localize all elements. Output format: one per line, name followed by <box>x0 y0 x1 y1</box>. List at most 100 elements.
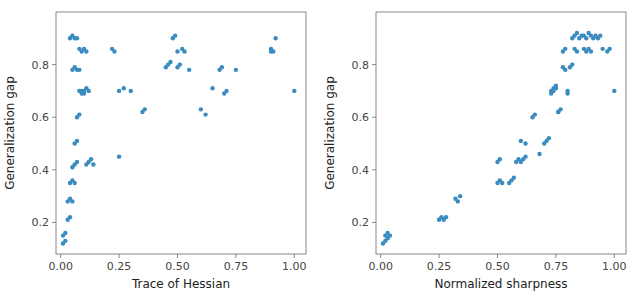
point <box>456 199 460 203</box>
point <box>547 136 551 140</box>
x-tick <box>439 254 440 258</box>
point <box>523 154 527 158</box>
point <box>575 49 579 53</box>
point <box>77 68 81 72</box>
y-tick <box>52 117 56 118</box>
y-tick-label: 0.8 <box>352 59 370 72</box>
point <box>187 68 191 72</box>
y-axis-label: Generalization gap <box>3 76 17 190</box>
point <box>519 139 523 143</box>
point <box>220 65 224 69</box>
x-tick-label: 0.75 <box>224 260 249 273</box>
x-tick-label: 0.00 <box>48 260 73 273</box>
point <box>112 49 116 53</box>
point <box>199 107 203 111</box>
y-tick-label: 0.4 <box>352 164 370 177</box>
point <box>224 89 228 93</box>
point <box>388 233 392 237</box>
panel: 0.00 0.25 0.50 0.75 1.00 0.2 0.4 0.6 0.8 Trace of… <box>3 12 307 291</box>
y-tick <box>372 222 376 223</box>
x-tick-label: 0.50 <box>165 260 190 273</box>
point <box>575 31 579 35</box>
point <box>182 49 186 53</box>
x-tick <box>614 254 615 258</box>
x-tick-label: 0.00 <box>368 260 393 273</box>
point <box>175 49 179 53</box>
figure: 0.00 0.25 0.50 0.75 1.00 0.2 0.4 0.6 0.8 Trace of… <box>0 0 640 298</box>
x-tick <box>497 254 498 258</box>
point <box>75 139 79 143</box>
point <box>63 239 67 243</box>
point <box>87 89 91 93</box>
point <box>500 181 504 185</box>
y-tick <box>52 222 56 223</box>
point <box>173 33 177 37</box>
point <box>210 86 214 90</box>
point <box>203 112 207 116</box>
point <box>458 194 462 198</box>
point <box>512 176 516 180</box>
point <box>607 47 611 51</box>
x-tick <box>119 254 120 258</box>
plot-frame <box>56 12 306 254</box>
y-tick-label: 0.6 <box>352 111 370 124</box>
point <box>589 49 593 53</box>
point <box>292 89 296 93</box>
point <box>554 86 558 90</box>
x-tick-label: 0.75 <box>544 260 569 273</box>
point <box>168 60 172 64</box>
y-tick-label: 0.2 <box>32 216 50 229</box>
point <box>612 89 616 93</box>
point <box>523 141 527 145</box>
x-tick <box>555 254 556 258</box>
point <box>70 199 74 203</box>
point <box>77 112 81 116</box>
x-tick-label: 0.25 <box>107 260 132 273</box>
point <box>563 68 567 72</box>
x-tick-label: 0.25 <box>427 260 452 273</box>
x-tick <box>60 254 61 258</box>
point <box>598 33 602 37</box>
x-tick <box>235 254 236 258</box>
point <box>234 68 238 72</box>
y-tick <box>372 64 376 65</box>
y-axis-label: Generalization gap <box>323 76 337 190</box>
point <box>117 154 121 158</box>
point <box>584 36 588 40</box>
point <box>558 107 562 111</box>
point <box>178 62 182 66</box>
x-axis-label: Trace of Hessian <box>131 277 230 291</box>
x-axis-label: Normalized sharpness <box>434 277 567 291</box>
y-tick <box>372 169 376 170</box>
points <box>381 31 617 246</box>
point <box>63 231 67 235</box>
point <box>91 162 95 166</box>
y-tick <box>52 169 56 170</box>
point <box>565 89 569 93</box>
point <box>444 215 448 219</box>
y-tick-label: 0.6 <box>32 111 50 124</box>
point <box>117 89 121 93</box>
y-tick <box>52 64 56 65</box>
point <box>273 36 277 40</box>
point <box>533 112 537 116</box>
x-tick <box>294 254 295 258</box>
y-tick <box>372 117 376 118</box>
panel: 0.000.250.500.751.000.20.40.60.8Normaliz… <box>323 12 627 291</box>
y-tick-label: 0.2 <box>352 216 370 229</box>
point <box>143 107 147 111</box>
y-tick-label: 0.4 <box>32 164 50 177</box>
plot-frame <box>376 12 626 254</box>
point <box>72 181 76 185</box>
point <box>89 157 93 161</box>
points <box>61 33 297 245</box>
point <box>570 62 574 66</box>
point <box>600 47 604 51</box>
point <box>537 152 541 156</box>
point <box>84 49 88 53</box>
point <box>122 86 126 90</box>
point <box>129 89 133 93</box>
x-tick-label: 1.00 <box>282 260 307 273</box>
point <box>498 157 502 161</box>
y-tick-label: 0.8 <box>32 59 50 72</box>
